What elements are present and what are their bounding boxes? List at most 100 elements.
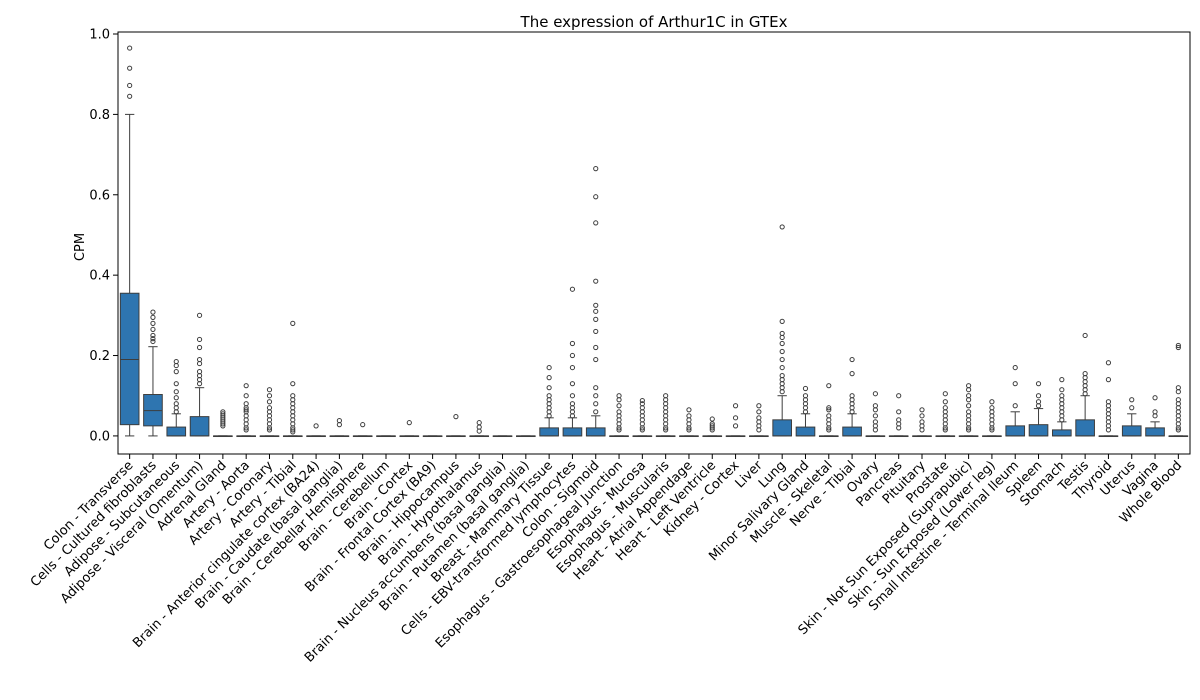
outlier-point <box>849 356 855 363</box>
outlier-point <box>150 309 156 315</box>
outlier-point <box>243 383 249 389</box>
outlier-point <box>826 407 832 413</box>
outlier-point <box>593 385 599 391</box>
outlier-point <box>336 418 342 424</box>
box-group <box>119 45 140 437</box>
outlier-point <box>872 391 878 397</box>
box-group <box>516 435 536 438</box>
box-group <box>609 393 629 438</box>
outlier-point <box>896 417 902 423</box>
outlier-point <box>1175 344 1181 351</box>
outlier-point <box>546 385 552 391</box>
box-group <box>1052 377 1072 437</box>
box-group <box>1005 364 1026 437</box>
outlier-point <box>686 427 692 433</box>
outlier-point <box>966 393 972 399</box>
box-body <box>842 426 862 437</box>
outlier-point <box>196 312 203 318</box>
box-body <box>539 427 559 437</box>
outlier-point <box>919 419 925 425</box>
outlier-point <box>756 403 762 409</box>
outlier-point <box>616 393 622 399</box>
outlier-point <box>593 302 599 308</box>
outlier-point <box>732 403 739 409</box>
box-group <box>166 358 187 437</box>
outlier-point <box>266 399 273 405</box>
box-group <box>585 166 606 437</box>
outlier-point <box>266 405 273 411</box>
outlier-point <box>127 82 133 89</box>
outlier-point <box>849 393 855 399</box>
outlier-point <box>593 220 599 226</box>
box-group <box>352 422 373 438</box>
outlier-point <box>569 364 576 371</box>
outlier-point <box>686 413 692 419</box>
outlier-point <box>756 409 762 415</box>
box-group <box>306 423 326 438</box>
box-body <box>1005 425 1026 437</box>
outlier-point <box>127 93 133 99</box>
outlier-point <box>406 420 412 426</box>
outlier-point <box>966 427 972 433</box>
outlier-point <box>942 391 948 397</box>
box-body <box>166 426 187 437</box>
box-group <box>539 364 559 437</box>
box-group <box>655 393 676 438</box>
box-group <box>958 383 979 438</box>
outlier-point <box>173 389 179 395</box>
outlier-point <box>872 413 878 419</box>
outlier-point <box>243 401 249 407</box>
outlier-point <box>196 336 203 343</box>
outlier-point <box>779 330 785 337</box>
outlier-point <box>290 393 296 399</box>
outlier-point <box>1059 377 1065 383</box>
outlier-point <box>569 401 576 407</box>
outlier-point <box>266 427 273 433</box>
plot-frame <box>117 31 1191 455</box>
outlier-point <box>779 348 785 355</box>
box-body <box>189 416 210 437</box>
box-group <box>282 320 303 438</box>
outlier-point <box>313 423 319 429</box>
y-tick-label: 0.6 <box>89 188 110 203</box>
outlier-point <box>779 364 785 371</box>
outlier-point <box>1105 399 1112 405</box>
outlier-point <box>919 413 925 419</box>
outlier-point <box>127 45 133 51</box>
outlier-point <box>826 413 832 419</box>
outlier-point <box>616 409 622 415</box>
outlier-point <box>663 427 669 433</box>
outlier-point <box>1012 364 1018 371</box>
outlier-point <box>779 318 785 324</box>
box-body <box>1028 424 1049 437</box>
box-group <box>469 420 490 438</box>
outlier-point <box>779 224 785 230</box>
box-group <box>865 391 886 438</box>
outlier-point <box>476 420 482 426</box>
y-tick-label: 1.0 <box>89 28 110 43</box>
outlier-point <box>686 407 692 413</box>
outlier-point <box>639 397 645 404</box>
outlier-point <box>1035 381 1042 387</box>
outlier-point <box>896 393 902 399</box>
outlier-point <box>196 356 203 363</box>
outlier-point <box>1012 381 1018 387</box>
outlier-point <box>942 399 948 405</box>
outlier-point <box>290 320 296 326</box>
box-group <box>143 309 163 437</box>
box-group <box>259 387 280 438</box>
outlier-point <box>709 416 715 422</box>
outlier-point <box>593 194 599 200</box>
outlier-point <box>802 385 809 392</box>
box-group <box>492 435 513 438</box>
outlier-point <box>849 371 855 377</box>
outlier-point <box>1175 427 1181 433</box>
box-group <box>329 418 350 438</box>
box-group <box>725 403 746 438</box>
outlier-point <box>290 427 296 433</box>
outlier-point <box>1105 360 1112 366</box>
box-group <box>1145 395 1165 437</box>
box-group <box>1098 360 1119 438</box>
